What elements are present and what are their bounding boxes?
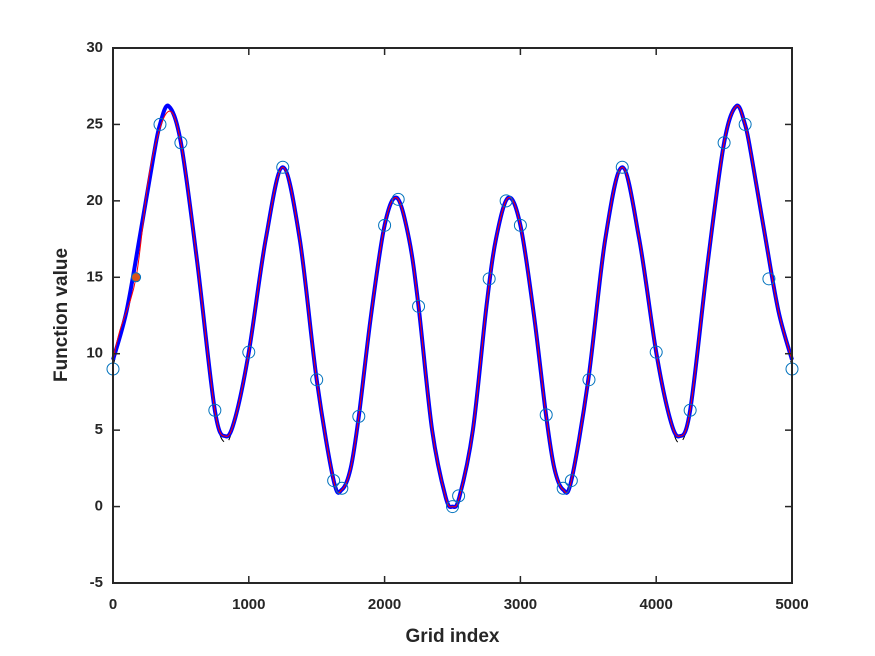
open-marker <box>242 345 256 359</box>
open-marker <box>378 218 392 232</box>
y-tick-label: 15 <box>86 268 103 285</box>
open-marker <box>717 136 731 150</box>
open-marker <box>482 272 496 286</box>
open-marker <box>327 474 341 488</box>
open-marker <box>174 136 188 150</box>
open-marker <box>582 373 596 387</box>
y-tick-label: 10 <box>86 345 103 362</box>
open-marker <box>208 403 222 417</box>
y-axis-label: Function value <box>51 248 72 382</box>
open-marker <box>649 345 663 359</box>
open-marker <box>564 474 578 488</box>
y-tick-label: 25 <box>86 115 103 132</box>
open-marker <box>310 373 324 387</box>
open-marker <box>391 192 405 206</box>
x-tick-label: 1000 <box>232 596 265 613</box>
filled-marker <box>131 272 142 283</box>
open-marker <box>276 160 290 174</box>
open-marker <box>412 299 426 313</box>
x-tick-label: 2000 <box>368 596 401 613</box>
y-tick-label: 30 <box>86 39 103 56</box>
y-tick-label: 5 <box>95 421 103 438</box>
open-marker <box>762 272 776 286</box>
x-tick-label: 3000 <box>504 596 537 613</box>
y-tick-label: 0 <box>95 498 103 515</box>
open-marker <box>738 117 752 131</box>
open-marker <box>556 481 570 495</box>
open-marker <box>446 500 459 514</box>
open-marker <box>352 409 366 423</box>
series-line <box>112 105 793 508</box>
open-marker <box>615 160 629 174</box>
y-tick-label: -5 <box>90 574 103 591</box>
y-tick-label: 20 <box>86 192 103 209</box>
open-marker <box>452 489 466 503</box>
x-tick-label: 4000 <box>640 596 673 613</box>
x-axis-label: Grid index <box>406 626 500 647</box>
x-tick-label: 0 <box>109 596 117 613</box>
x-tick-label: 5000 <box>775 596 808 613</box>
open-marker <box>539 408 553 422</box>
open-marker <box>499 194 513 208</box>
open-marker <box>153 117 167 131</box>
plot-area <box>113 48 792 583</box>
axes-box <box>112 47 793 584</box>
open-marker <box>335 481 349 495</box>
open-marker <box>513 218 527 232</box>
open-marker <box>683 403 697 417</box>
plot-layer <box>106 103 799 514</box>
